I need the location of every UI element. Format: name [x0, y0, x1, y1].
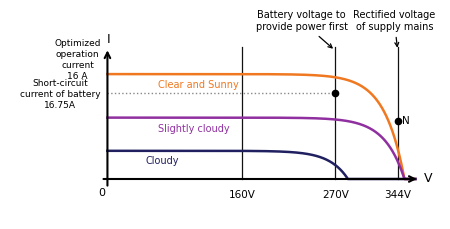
Text: 344V: 344V — [384, 190, 411, 200]
Text: Slightly cloudy: Slightly cloudy — [158, 124, 230, 134]
Text: 270V: 270V — [322, 190, 349, 200]
Text: Short-circuit
current of battery
16.75A: Short-circuit current of battery 16.75A — [20, 79, 101, 110]
Text: 160V: 160V — [229, 190, 256, 200]
Text: N: N — [402, 116, 410, 126]
Text: Clear and Sunny: Clear and Sunny — [158, 80, 239, 90]
Text: I: I — [107, 33, 110, 46]
Text: Battery voltage to
provide power first: Battery voltage to provide power first — [256, 10, 347, 48]
Text: Cloudy: Cloudy — [145, 156, 179, 166]
Text: Optimized
operation
current
16 A: Optimized operation current 16 A — [54, 39, 101, 81]
Text: 0: 0 — [98, 188, 105, 198]
Text: Rectified voltage
of supply mains: Rectified voltage of supply mains — [353, 10, 436, 46]
Text: V: V — [424, 172, 432, 185]
